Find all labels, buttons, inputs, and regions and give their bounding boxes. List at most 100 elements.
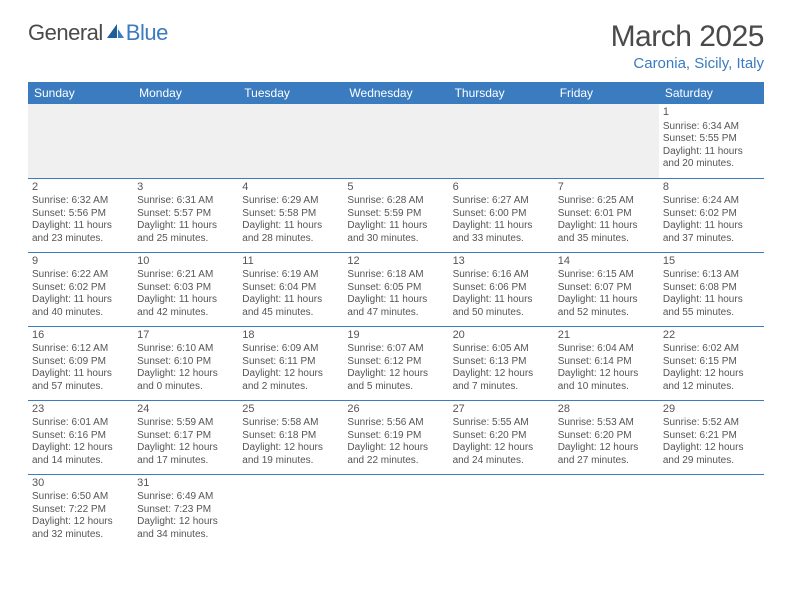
weekday-header: Sunday (28, 82, 133, 104)
sunrise-line: Sunrise: 6:31 AM (137, 195, 234, 208)
day-number: 16 (32, 329, 129, 343)
daylight-line: Daylight: 11 hours and 37 minutes. (663, 220, 760, 245)
sunset-line: Sunset: 6:12 PM (347, 356, 444, 369)
sunset-line: Sunset: 6:02 PM (32, 282, 129, 295)
day-number: 22 (663, 329, 760, 343)
day-cell: 6Sunrise: 6:27 AMSunset: 6:00 PMDaylight… (449, 178, 554, 252)
day-number: 17 (137, 329, 234, 343)
day-cell: 14Sunrise: 6:15 AMSunset: 6:07 PMDayligh… (554, 252, 659, 326)
sunset-line: Sunset: 6:17 PM (137, 430, 234, 443)
daylight-line: Daylight: 12 hours and 24 minutes. (453, 442, 550, 467)
day-number: 28 (558, 403, 655, 417)
sunset-line: Sunset: 6:20 PM (558, 430, 655, 443)
day-number: 5 (347, 181, 444, 195)
sunset-line: Sunset: 6:14 PM (558, 356, 655, 369)
sunset-line: Sunset: 5:56 PM (32, 208, 129, 221)
day-cell: 26Sunrise: 5:56 AMSunset: 6:19 PMDayligh… (343, 400, 448, 474)
calendar-row: 9Sunrise: 6:22 AMSunset: 6:02 PM Daylight… (28, 252, 764, 326)
day-cell: 22Sunrise: 6:02 AMSunset: 6:15 PMDayligh… (659, 326, 764, 400)
sunset-line: Sunset: 6:10 PM (137, 356, 234, 369)
logo-text-a: General (28, 20, 103, 46)
daylight-line: Daylight: 12 hours and 14 minutes. (32, 442, 129, 467)
daylight-line: Daylight: 12 hours and 22 minutes. (347, 442, 444, 467)
page-title: March 2025 (611, 20, 764, 54)
daylight-line: Daylight: 12 hours and 7 minutes. (453, 368, 550, 393)
day-number: 19 (347, 329, 444, 343)
daylight-line: Daylight: 11 hours and 47 minutes. (347, 294, 444, 319)
day-cell: 10Sunrise: 6:21 AMSunset: 6:03 PMDayligh… (133, 252, 238, 326)
sunset-line: Sunset: 5:58 PM (242, 208, 339, 221)
weekday-header: Thursday (449, 82, 554, 104)
day-cell: 23Sunrise: 6:01 AMSunset: 6:16 PMDayligh… (28, 400, 133, 474)
sunset-line: Sunset: 6:06 PM (453, 282, 550, 295)
sunset-line: Sunset: 5:57 PM (137, 208, 234, 221)
daylight-line: Daylight: 11 hours and 28 minutes. (242, 220, 339, 245)
sunrise-line: Sunrise: 6:13 AM (663, 269, 760, 282)
day-number: 7 (558, 181, 655, 195)
daylight-line: Daylight: 11 hours and 20 minutes. (663, 146, 760, 171)
day-cell: 11Sunrise: 6:19 AMSunset: 6:04 PMDayligh… (238, 252, 343, 326)
day-cell: 13Sunrise: 6:16 AMSunset: 6:06 PMDayligh… (449, 252, 554, 326)
sunrise-line: Sunrise: 6:22 AM (32, 269, 129, 282)
sunrise-line: Sunrise: 6:28 AM (347, 195, 444, 208)
day-cell: 27Sunrise: 5:55 AMSunset: 6:20 PMDayligh… (449, 400, 554, 474)
day-number: 27 (453, 403, 550, 417)
daylight-line: Daylight: 11 hours and 50 minutes. (453, 294, 550, 319)
sunrise-line: Sunrise: 6:07 AM (347, 343, 444, 356)
sunrise-line: Sunrise: 5:56 AM (347, 417, 444, 430)
sunset-line: Sunset: 6:09 PM (32, 356, 129, 369)
sunrise-line: Sunrise: 6:34 AM (663, 121, 760, 134)
empty-cell (238, 104, 343, 178)
daylight-line: Daylight: 11 hours and 35 minutes. (558, 220, 655, 245)
day-cell: 8Sunrise: 6:24 AMSunset: 6:02 PMDaylight… (659, 178, 764, 252)
sunset-line: Sunset: 6:15 PM (663, 356, 760, 369)
sunset-line: Sunset: 6:00 PM (453, 208, 550, 221)
calendar-row: 23Sunrise: 6:01 AMSunset: 6:16 PMDayligh… (28, 400, 764, 474)
sunset-line: Sunset: 6:01 PM (558, 208, 655, 221)
calendar-row: 16Sunrise: 6:12 AMSunset: 6:09 PMDayligh… (28, 326, 764, 400)
day-number: 24 (137, 403, 234, 417)
logo: General Blue (28, 20, 168, 46)
sunset-line: Sunset: 6:20 PM (453, 430, 550, 443)
sunset-line: Sunset: 5:55 PM (663, 133, 760, 146)
empty-cell (659, 474, 764, 548)
sunset-line: Sunset: 6:18 PM (242, 430, 339, 443)
sunrise-line: Sunrise: 6:04 AM (558, 343, 655, 356)
daylight-line: Daylight: 12 hours and 5 minutes. (347, 368, 444, 393)
daylight-line: Daylight: 12 hours and 12 minutes. (663, 368, 760, 393)
day-cell: 7Sunrise: 6:25 AMSunset: 6:01 PMDaylight… (554, 178, 659, 252)
day-number: 11 (242, 255, 339, 269)
weekday-header: Tuesday (238, 82, 343, 104)
day-number: 9 (32, 255, 129, 269)
day-cell: 21Sunrise: 6:04 AMSunset: 6:14 PMDayligh… (554, 326, 659, 400)
day-number: 1 (663, 106, 760, 120)
sunrise-line: Sunrise: 5:53 AM (558, 417, 655, 430)
sunrise-line: Sunrise: 5:59 AM (137, 417, 234, 430)
sunset-line: Sunset: 6:03 PM (137, 282, 234, 295)
sunrise-line: Sunrise: 6:29 AM (242, 195, 339, 208)
day-cell: 12Sunrise: 6:18 AMSunset: 6:05 PMDayligh… (343, 252, 448, 326)
logo-sail-icon (105, 20, 125, 46)
sunrise-line: Sunrise: 6:32 AM (32, 195, 129, 208)
calendar-row: 1Sunrise: 6:34 AMSunset: 5:55 PMDaylight… (28, 104, 764, 178)
daylight-line: Daylight: 11 hours and 33 minutes. (453, 220, 550, 245)
sunset-line: Sunset: 5:59 PM (347, 208, 444, 221)
sunset-line: Sunset: 6:07 PM (558, 282, 655, 295)
empty-cell (449, 104, 554, 178)
empty-cell (238, 474, 343, 548)
day-cell: 3Sunrise: 6:31 AMSunset: 5:57 PMDaylight… (133, 178, 238, 252)
sunrise-line: Sunrise: 5:58 AM (242, 417, 339, 430)
day-number: 10 (137, 255, 234, 269)
daylight-line: Daylight: 12 hours and 19 minutes. (242, 442, 339, 467)
daylight-line: Daylight: 11 hours and 52 minutes. (558, 294, 655, 319)
day-number: 8 (663, 181, 760, 195)
sunrise-line: Sunrise: 6:02 AM (663, 343, 760, 356)
sunrise-line: Sunrise: 6:21 AM (137, 269, 234, 282)
daylight-line: Daylight: 11 hours and 30 minutes. (347, 220, 444, 245)
day-number: 20 (453, 329, 550, 343)
empty-cell (133, 104, 238, 178)
sunset-line: Sunset: 6:13 PM (453, 356, 550, 369)
sunrise-line: Sunrise: 6:01 AM (32, 417, 129, 430)
sunrise-line: Sunrise: 6:09 AM (242, 343, 339, 356)
sunrise-line: Sunrise: 6:24 AM (663, 195, 760, 208)
